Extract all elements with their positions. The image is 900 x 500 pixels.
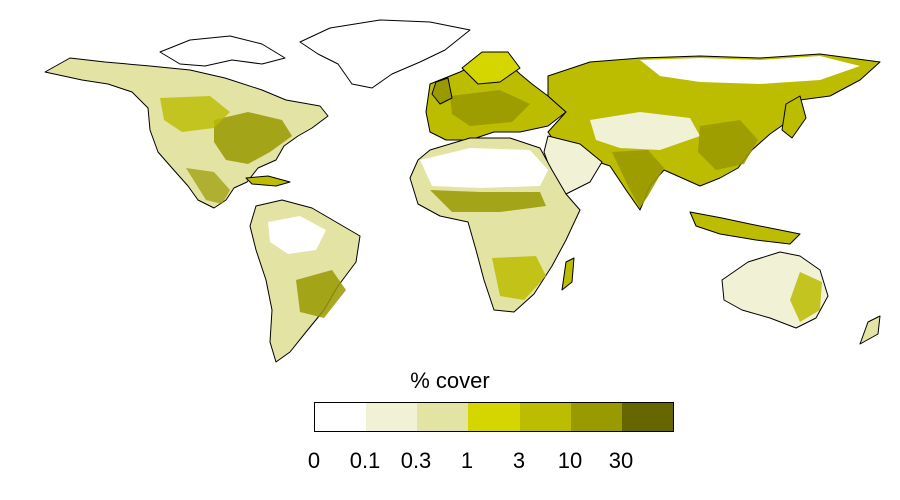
legend-tick-label: 0.1: [349, 448, 381, 473]
africa-sahel-dense: [430, 190, 546, 212]
sa-dense-south: [296, 270, 346, 318]
africa-sahara: [420, 148, 548, 188]
scandinavia: [461, 51, 521, 85]
africa-south-dense: [492, 256, 546, 300]
legend-swatch-0: [315, 403, 367, 431]
asia-china-dense: [698, 120, 758, 170]
new-zealand: [859, 315, 881, 345]
legend-tick-label: 1: [460, 448, 474, 473]
arctic-islands: [159, 35, 286, 67]
legend-tick-label: 3: [512, 448, 526, 473]
na-prairie: [160, 96, 230, 132]
legend-tick-label: 10: [557, 448, 583, 473]
north-america: [44, 57, 329, 209]
indonesia: [689, 211, 801, 245]
arabia: [543, 135, 603, 195]
na-dense-east: [214, 112, 292, 164]
legend-color-bar: [314, 402, 674, 432]
legend-swatch-2: [417, 403, 469, 431]
world-map: [44, 19, 881, 363]
legend-tick-label: 0.3: [400, 448, 432, 473]
sa-amazon-sparse: [268, 216, 326, 254]
greenland: [299, 19, 471, 89]
legend-swatch-6: [621, 403, 673, 431]
australia-east-dense: [790, 272, 822, 322]
legend-title: % cover: [410, 368, 490, 393]
legend-tick-labels: 0 0.1 0.3 1 3 10 30: [0, 448, 900, 478]
asia-india-dense: [612, 150, 664, 208]
legend-swatch-3: [468, 403, 520, 431]
siberia-north: [640, 56, 860, 84]
british-isles: [431, 77, 453, 105]
legend-swatch-5: [570, 403, 622, 431]
legend-swatch-4: [519, 403, 571, 431]
legend-swatch-1: [366, 403, 418, 431]
madagascar: [561, 257, 575, 291]
caribbean: [245, 175, 291, 187]
legend-tick-label: 0: [307, 448, 321, 473]
na-mexico: [186, 168, 230, 204]
legend-tick-label: 30: [608, 448, 634, 473]
asia-desert-sparse: [590, 112, 700, 150]
europe-dense: [450, 90, 530, 126]
japan: [781, 95, 807, 139]
